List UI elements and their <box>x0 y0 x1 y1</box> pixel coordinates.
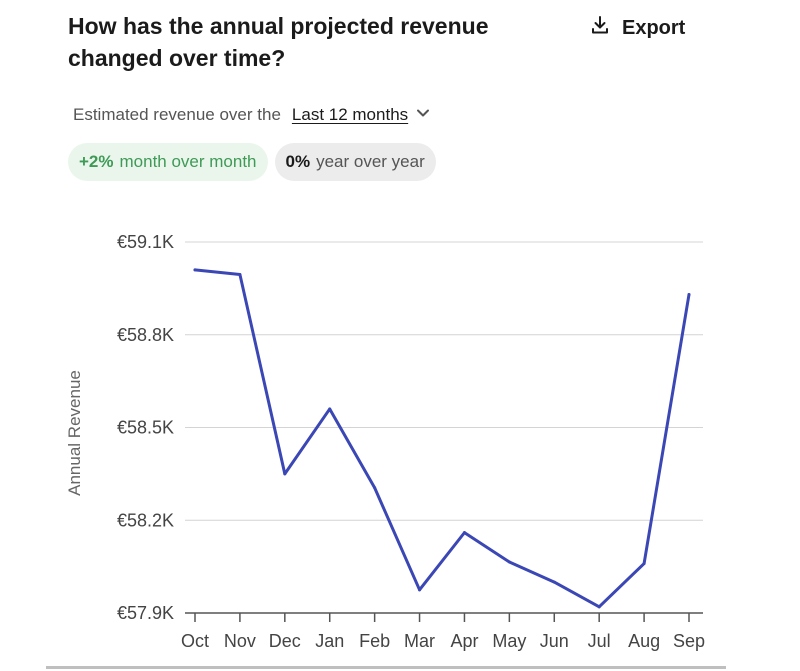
month-over-month-badge: +2% month over month <box>68 143 268 181</box>
series-line-group <box>193 268 691 609</box>
data-point <box>373 486 377 490</box>
range-dropdown[interactable]: Last 12 months <box>292 105 430 125</box>
y-tick-label: €58.8K <box>117 325 174 345</box>
x-tick-label: Jun <box>540 631 569 651</box>
y-axis-label: Annual Revenue <box>65 370 84 496</box>
x-tick-label: Nov <box>224 631 256 651</box>
grid-lines <box>185 241 703 614</box>
x-tick-label: Apr <box>450 631 478 651</box>
data-point <box>462 531 466 535</box>
y-axis: €57.9K €58.2K €58.5K €58.8K €59.1K <box>117 232 174 623</box>
yoy-value: 0% <box>285 152 311 171</box>
yoy-label: year over year <box>316 152 425 171</box>
data-point <box>418 588 422 592</box>
x-tick-label: Jan <box>315 631 344 651</box>
change-pills: +2% month over month 0% year over year <box>68 143 436 181</box>
chevron-down-icon <box>408 105 430 125</box>
data-point <box>328 407 332 411</box>
x-tick-label: Mar <box>404 631 435 651</box>
x-tick-label: May <box>492 631 526 651</box>
x-tick-label: Dec <box>269 631 301 651</box>
x-tick-label: Sep <box>673 631 705 651</box>
data-point <box>238 272 242 276</box>
data-point <box>552 580 556 584</box>
x-tick-label: Oct <box>181 631 209 651</box>
data-point <box>283 472 287 476</box>
export-label: Export <box>622 16 686 39</box>
x-tick-label: Jul <box>588 631 611 651</box>
data-point <box>597 605 601 609</box>
data-point <box>193 268 197 272</box>
range-filter: Estimated revenue over the Last 12 month… <box>73 102 430 128</box>
x-tick-label: Feb <box>359 631 390 651</box>
revenue-line-chart: €57.9K €58.2K €58.5K €58.8K €59.1K Oct Nov Dec… <box>65 232 705 651</box>
data-point <box>687 293 691 297</box>
mom-value: +2% <box>79 152 114 171</box>
chart-title: How has the annual projected revenue cha… <box>68 13 489 71</box>
series-line <box>193 268 691 609</box>
year-over-year-badge: 0% year over year <box>274 143 436 181</box>
range-dropdown-label: Last 12 months <box>291 105 409 124</box>
bottom-divider <box>46 666 726 669</box>
y-tick-label: €57.9K <box>117 603 174 623</box>
x-axis: Oct Nov Dec Jan Feb Mar Apr May Jun Jul Aug Sep <box>181 613 705 651</box>
data-point <box>642 562 646 566</box>
download-icon <box>590 15 610 41</box>
data-point <box>507 560 511 564</box>
mom-label: month over month <box>119 152 257 171</box>
y-tick-label: €58.2K <box>117 510 174 530</box>
export-button[interactable]: Export <box>590 14 685 42</box>
x-tick-label: Aug <box>628 631 660 651</box>
y-tick-label: €59.1K <box>117 232 174 252</box>
y-tick-label: €58.5K <box>117 418 174 438</box>
range-prefix: Estimated revenue over the <box>73 105 281 124</box>
